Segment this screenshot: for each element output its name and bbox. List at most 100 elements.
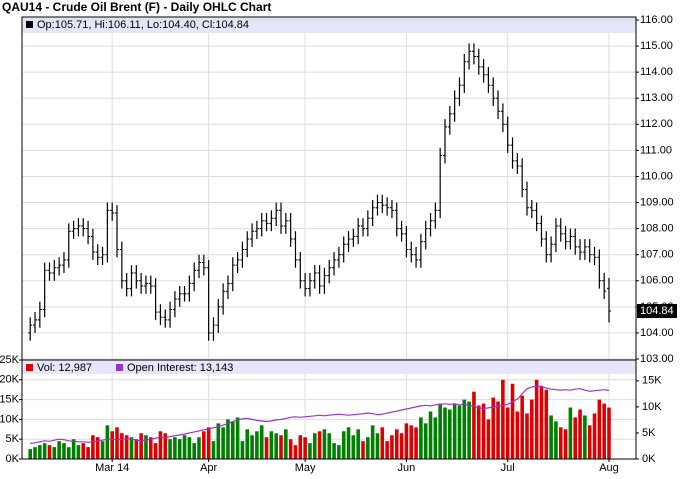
volume-bar [100,441,105,459]
volume-bar [423,423,428,459]
volume-bar [110,431,114,459]
volume-bar [602,403,606,459]
volume-bar [274,433,278,459]
volume-bar [230,421,235,459]
open-interest-line [30,385,610,444]
legend-swatch [26,21,33,28]
y-tick-label: 111.00 [640,144,672,156]
volume-bar [476,405,481,459]
volume-bar [144,435,148,459]
volume-bar [202,431,206,459]
volume-bar [462,399,467,459]
y2-tick-label: 15K [642,375,662,387]
volume-bar [568,407,573,459]
volume-bar [515,411,520,459]
volume-bar [66,447,71,459]
volume-bar [177,439,182,459]
volume-bar [139,433,143,459]
volume-bar [390,435,394,459]
y-tick-label: 104.00 [640,327,674,339]
volume-bar [448,409,452,459]
volume-bar [385,441,389,459]
volume-bar [505,407,510,459]
y-tick-label: 106.00 [640,275,674,287]
y-tick-label: 10K [0,413,20,425]
x-tick-label: Apr [200,462,217,474]
volume-bar [563,429,568,459]
volume-bar [33,447,37,459]
volume-bar [366,437,370,459]
volume-bar [457,405,462,459]
volume-bar [47,445,52,459]
volume-bar [428,411,433,459]
price-legend: Op:105.71, Hi:106.11, Lo:104.40, Cl:104.… [37,19,249,31]
volume-bar [587,425,592,459]
volume-bar [510,383,515,459]
volume-panel [21,359,637,460]
x-tick-label: Jun [398,462,416,474]
volume-bar [240,441,245,459]
volume-bar [419,417,423,459]
volume-bar [264,437,269,459]
volume-bar [409,425,414,459]
y-tick-label: 112.00 [640,118,673,130]
volume-bar [534,379,539,459]
volume-bar [86,447,90,459]
volume-bar [414,427,418,459]
volume-bar [81,443,86,459]
volume-bar [583,415,587,459]
volume-bar [486,419,491,459]
legend-entry: Vol: 12,987 [37,362,92,374]
volume-bar [250,435,254,459]
volume-bar [288,439,293,459]
y-tick-label: 103.00 [640,353,674,365]
volume-bar [211,441,216,459]
volume-bar [501,379,505,459]
volume-bar [346,427,351,459]
volume-bar [327,433,332,459]
y-tick-label: 115.00 [640,40,673,52]
volume-bar [76,445,81,459]
volume-bar [95,437,100,459]
volume-bar [187,437,192,459]
volume-bar [573,417,578,459]
volume-bar [91,435,95,459]
x-tick-label: May [295,462,316,474]
volume-bar [182,435,187,459]
volume-bar [356,429,360,459]
volume-bar [52,447,57,459]
x-tick-label: Mar 14 [95,462,129,474]
last-price-marker [637,304,677,319]
volume-bar [124,435,129,459]
volume-bar [322,429,327,459]
volume-bar [62,443,66,459]
volume-bar [38,445,42,459]
volume-bar [438,403,442,459]
volume-bar [129,437,134,459]
volume-bar [134,439,139,459]
y-tick-label: 0K [6,453,20,465]
volume-bar [115,427,119,459]
volume-bar [28,449,32,459]
volume-bar [467,401,471,459]
volume-bar [226,419,230,459]
volume-bar [255,431,259,459]
volume-bar [298,435,303,459]
y-tick-label: 109.00 [640,196,674,208]
y2-tick-label: 10K [642,401,662,413]
y-tick-label: 110.00 [640,170,673,182]
volume-bar [433,417,438,459]
volume-bar [168,439,172,459]
volume-bar [120,433,124,459]
volume-bar [259,425,264,459]
volume-bar [105,425,110,459]
legend-band [22,360,636,374]
legend-swatch [26,364,33,371]
volume-bar [530,399,534,459]
volume-bar [245,429,250,459]
volume-bar [192,443,196,459]
volume-bar [284,429,288,459]
volume-bar [597,399,602,459]
volume-bar [375,433,380,459]
